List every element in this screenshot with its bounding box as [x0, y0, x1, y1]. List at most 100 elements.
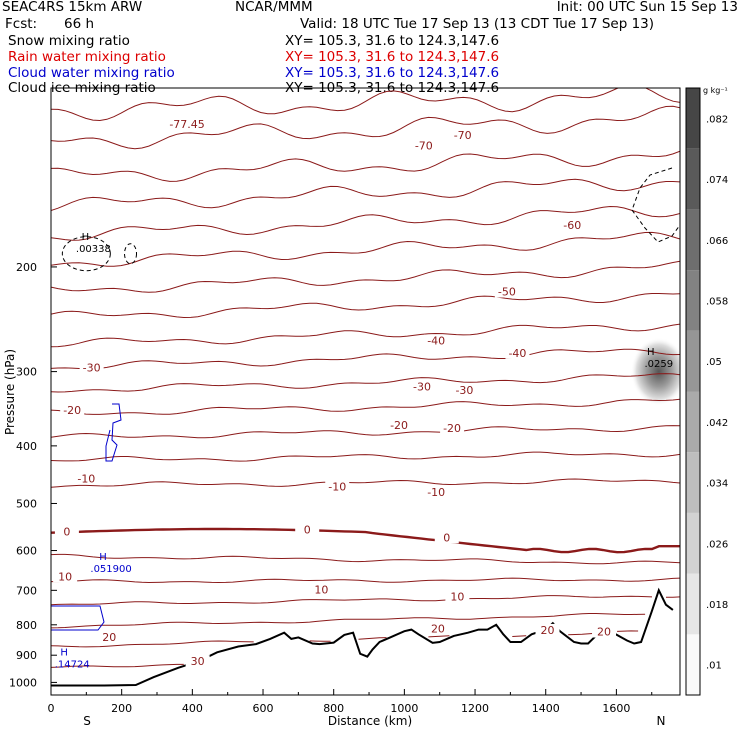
temperature-contour — [51, 595, 680, 606]
contour-label: 0 — [443, 531, 450, 544]
contour-label: -30 — [455, 384, 473, 397]
contour-label: -50 — [498, 286, 516, 299]
fcst-label: Fcst: — [5, 16, 38, 32]
colorbar-segment — [686, 209, 700, 271]
contour-label: 20 — [540, 624, 554, 637]
contour-label: 20 — [431, 623, 445, 636]
x-axis-label: Distance (km) — [328, 714, 412, 728]
contour-label: 10 — [450, 591, 464, 604]
extremum-value: .0259 — [644, 359, 673, 370]
contour-label-bg — [494, 285, 519, 298]
colorbar-label: .082 — [706, 114, 728, 125]
y-tick-label: 200 — [16, 261, 37, 274]
contour-label: -20 — [390, 419, 408, 432]
x-tick-label: 1200 — [461, 702, 489, 715]
contour-label-bg — [592, 625, 617, 638]
temperature-contour — [51, 205, 680, 241]
contour-label-bg — [445, 590, 470, 603]
field-label-rain: Rain water mixing ratio — [8, 49, 166, 65]
colorbar-segment — [686, 512, 700, 574]
temperature-contour — [51, 613, 646, 629]
temperature-contour — [51, 293, 680, 319]
y-tick-label: 300 — [16, 366, 37, 379]
center-name: NCAR/MMM — [235, 0, 313, 15]
colorbar-label: .074 — [706, 175, 728, 186]
contour-label-bg — [424, 334, 449, 347]
extremum-value: .00338 — [76, 244, 111, 255]
extremum-marker: H — [99, 552, 107, 563]
field-label-cloudwater: Cloud water mixing ratio — [8, 65, 175, 81]
colorbar-label: .018 — [706, 600, 728, 611]
contour-label: -30 — [413, 381, 431, 394]
contour-label-bg — [535, 623, 560, 636]
contour-label: 20 — [597, 625, 611, 638]
contour-label-bg — [60, 403, 85, 416]
y-tick-label: 800 — [16, 619, 37, 632]
extremum-value: .14724 — [55, 660, 90, 671]
extremum-marker: H — [82, 232, 90, 243]
y-axis-label: Pressure (hPa) — [3, 349, 17, 435]
contour-label-bg — [434, 531, 459, 544]
colorbar-label: .066 — [706, 236, 728, 247]
temperature-contour — [51, 373, 680, 393]
colorbar-segment — [686, 330, 700, 392]
contour-label-bg — [54, 525, 79, 538]
colorbar-segment — [686, 634, 700, 695]
snow-shading-max — [630, 337, 680, 406]
y-tick-label: 1000 — [9, 676, 37, 689]
colorbar-label: .01 — [706, 661, 722, 672]
y-tick-label: 500 — [16, 497, 37, 510]
temperature-contour — [51, 398, 680, 415]
y-tick-label: 600 — [16, 545, 37, 558]
contour-label: -60 — [563, 219, 581, 232]
contour-label: -30 — [83, 361, 101, 374]
contour-label-bg — [295, 523, 320, 536]
contour-label-bg — [450, 129, 475, 142]
temperature-contour — [51, 663, 184, 668]
contour-label-bg — [410, 380, 435, 393]
snow-contour — [631, 167, 681, 243]
contour-label-bg — [387, 419, 412, 432]
north-end-label: N — [657, 714, 666, 728]
model-name: SEAC4RS 15km ARW — [2, 0, 143, 15]
y-tick-label: 900 — [16, 649, 37, 662]
colorbar-segment — [686, 391, 700, 453]
colorbar-label: .042 — [706, 418, 728, 429]
contour-label: -70 — [415, 140, 433, 153]
cloud-water-contour — [51, 605, 105, 631]
colorbar-segment — [686, 270, 700, 331]
terrain-line — [51, 587, 674, 687]
init-time: Init: 00 UTC Sun 15 Sep 13 — [556, 0, 738, 15]
colorbar-label: .034 — [706, 479, 728, 490]
contour-label-bg — [560, 218, 585, 231]
contour-label: -10 — [328, 480, 346, 493]
contour-label: -20 — [63, 404, 81, 417]
temperature-contour — [51, 231, 680, 267]
colorbar-segment — [686, 148, 700, 210]
temperature-contour — [51, 451, 680, 462]
temperature-contour — [51, 425, 680, 439]
field-xy-snow: XY= 105.3, 31.6 to 124.3,147.6 — [285, 33, 500, 49]
contour-label-bg — [74, 472, 99, 485]
extremum-marker: H — [647, 347, 655, 358]
colorbar-label: .058 — [706, 296, 728, 307]
contour-label: 0 — [63, 525, 70, 538]
contour-label-bg — [325, 480, 350, 493]
contour-label-bg — [97, 631, 122, 644]
temperature-contour — [51, 323, 680, 348]
colorbar-label: .026 — [706, 539, 728, 550]
x-tick-label: 800 — [323, 702, 344, 715]
contour-label: -70 — [454, 129, 472, 142]
contour-label-bg — [440, 421, 465, 434]
x-tick-label: 1600 — [602, 702, 630, 715]
temperature-contour — [51, 150, 680, 182]
contour-label-bg — [309, 583, 334, 596]
field-xy-cloudwater: XY= 105.3, 31.6 to 124.3,147.6 — [285, 65, 500, 81]
colorbar-segment — [686, 88, 700, 149]
contour-label: -20 — [443, 422, 461, 435]
contour-label-bg — [175, 118, 200, 131]
fcst-value: 66 h — [64, 16, 95, 32]
temperature-contour — [51, 478, 680, 488]
field-label-snow: Snow mixing ratio — [8, 33, 130, 49]
